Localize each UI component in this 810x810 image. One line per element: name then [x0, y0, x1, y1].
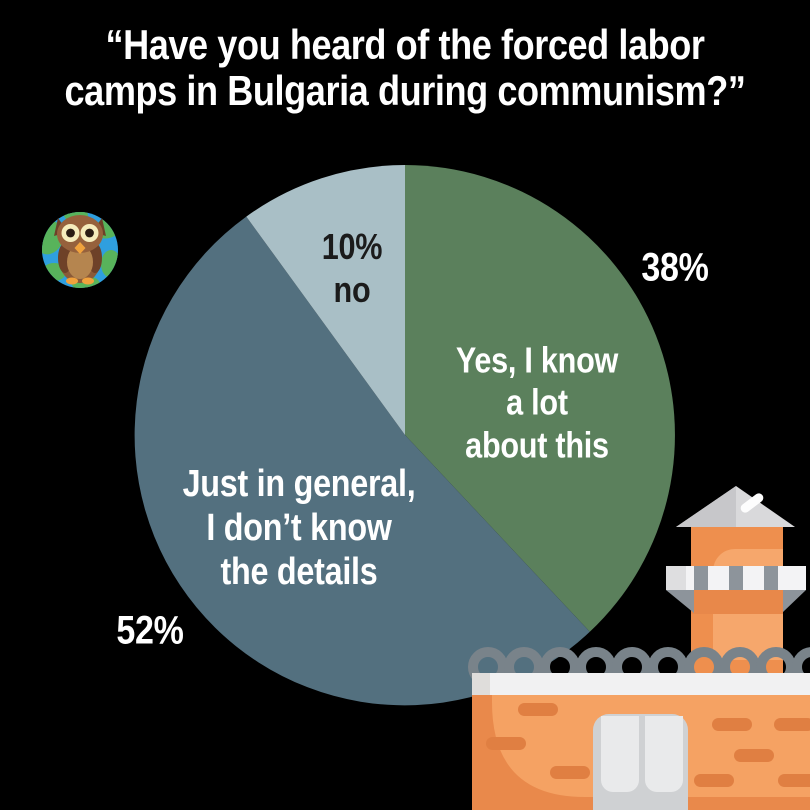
- slice-label-yes: Yes, I know a lot about this: [456, 339, 618, 466]
- pct-label-no: 10%: [321, 226, 383, 267]
- slice-label-yes-line2: a lot: [506, 381, 568, 423]
- slice-label-yes-line3: about this: [465, 424, 609, 466]
- slice-label-general-line1: Just in general,: [182, 462, 416, 505]
- chart-title-line2: camps in Bulgaria during communism?”: [64, 67, 746, 115]
- pie-slice-general: [134, 216, 590, 706]
- chart-title: “Have you heard of the forced labor camp…: [57, 21, 754, 115]
- chart-title-line1: “Have you heard of the forced labor: [105, 21, 705, 68]
- pie: [134, 165, 675, 706]
- pct-label-general: 52%: [116, 608, 184, 653]
- pie-slice-yes: [405, 165, 675, 632]
- slice-label-general-line3: the details: [220, 551, 378, 594]
- prison-wall-icon: [472, 673, 810, 810]
- owl-icon: [54, 215, 106, 285]
- slice-label-general-line2: I don’t know: [206, 506, 392, 549]
- brick-dashes: [486, 703, 810, 787]
- pie-slice-no: [246, 165, 405, 435]
- pct-label-yes: 38%: [641, 245, 709, 290]
- slice-label-general: Just in general, I don’t know the detail…: [183, 462, 416, 594]
- prison-gate-icon: [593, 714, 688, 810]
- slice-label-yes-line1: Yes, I know: [455, 339, 619, 381]
- slice-label-no: no: [333, 268, 371, 310]
